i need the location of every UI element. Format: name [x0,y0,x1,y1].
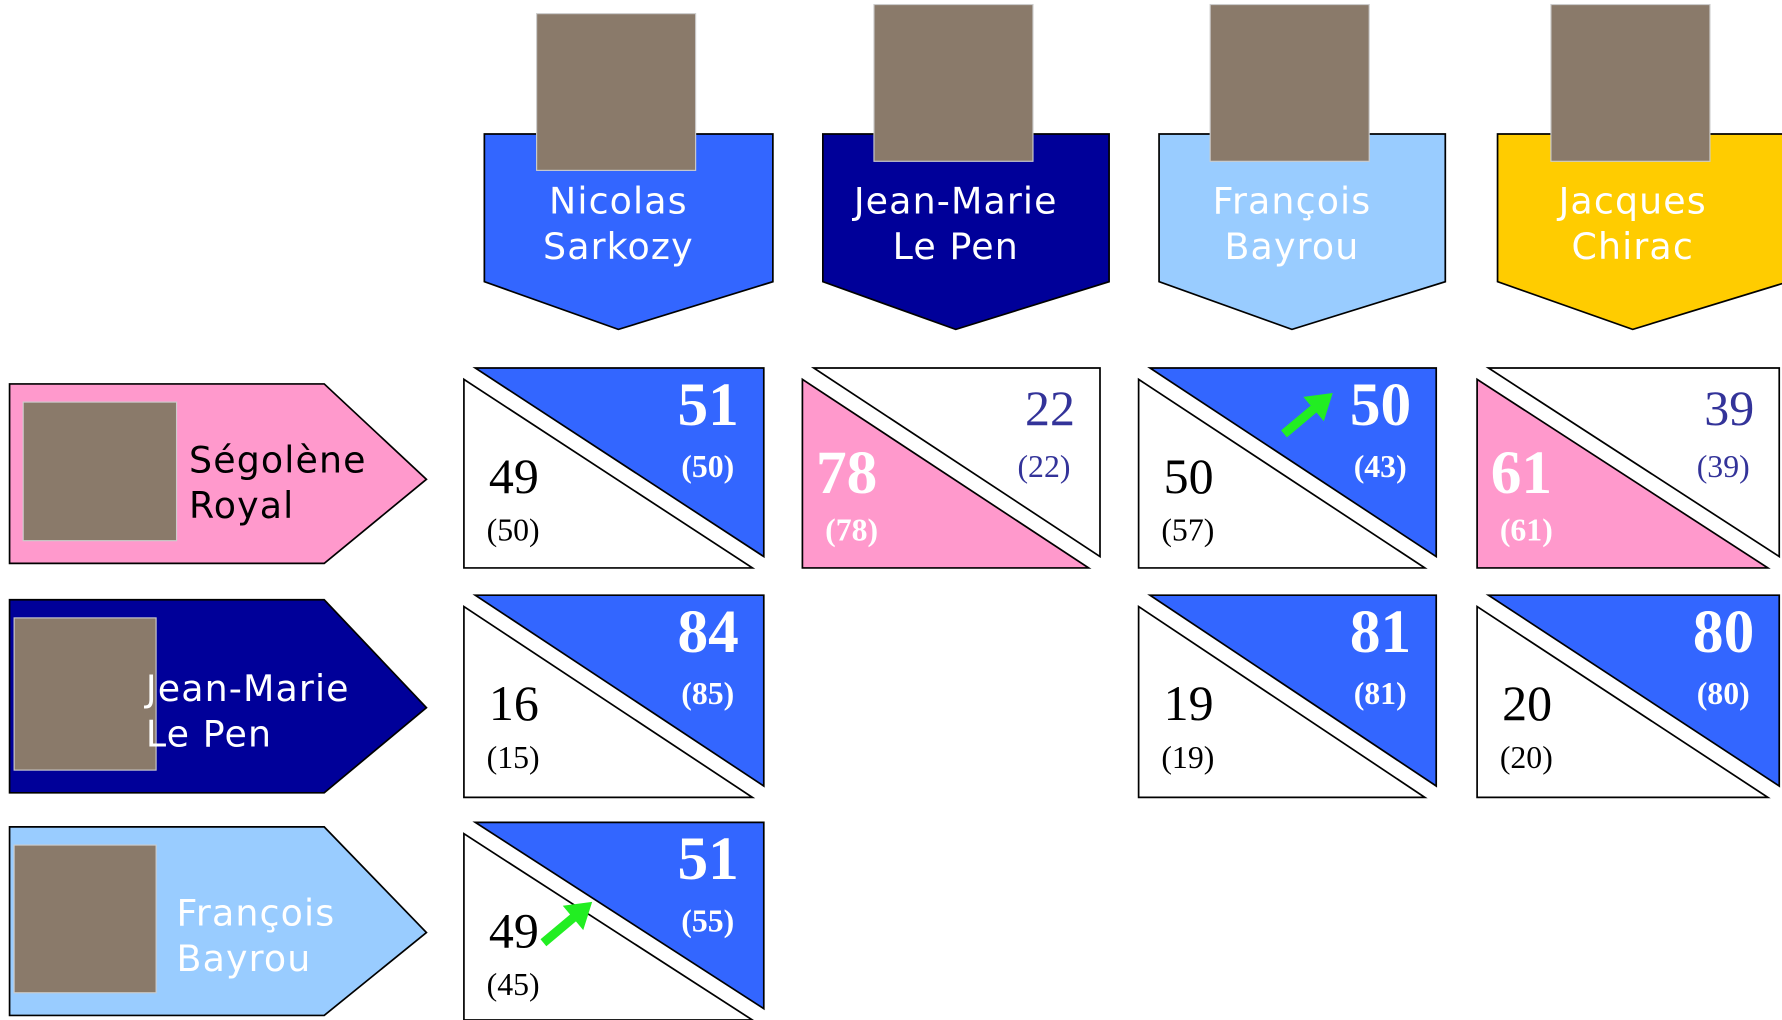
winner-value: 84 [677,598,738,666]
photo [14,845,156,993]
winner-value: 39 [1704,380,1754,436]
winner-value: 80 [1693,598,1754,666]
row-name: Ségolène [189,439,367,482]
column-name: François [1213,180,1372,223]
previous-value: (19) [1161,740,1214,775]
other-value: 78 [816,439,877,507]
column-name: Jacques [1557,180,1707,223]
winner-value: 22 [1025,380,1075,436]
previous-value: (85) [681,676,734,711]
photo [874,5,1033,162]
column-name: Nicolas [549,180,688,223]
column-name: Chirac [1571,225,1693,268]
other-value: 20 [1502,675,1552,731]
winner-value: 50 [1350,371,1411,439]
photo [14,618,156,770]
other-value: 50 [1164,448,1214,504]
previous-value: (39) [1697,449,1750,484]
previous-value: (20) [1500,740,1553,775]
previous-value: (22) [1017,449,1070,484]
previous-value: (55) [681,903,734,938]
column-name: Sarkozy [543,225,694,268]
previous-value: (80) [1697,676,1750,711]
row-name: Royal [189,484,294,527]
previous-value: (50) [681,449,734,484]
column-name: Bayrou [1225,225,1360,268]
previous-value: (81) [1354,676,1407,711]
column-name: Jean-Marie [852,180,1058,223]
row-name: Jean-Marie [144,667,350,710]
previous-value: (50) [487,513,540,548]
photo [1210,5,1369,162]
other-value: 49 [489,902,539,958]
winner-value: 51 [677,371,738,439]
photo [1551,5,1710,162]
winner-value: 51 [677,825,738,893]
row-name: Le Pen [146,712,272,755]
previous-value: (43) [1354,449,1407,484]
poll-matrix: NicolasSarkozyJean-MarieLe PenFrançoisBa… [0,0,1782,1020]
previous-value: (45) [487,967,540,1002]
photo [537,14,696,171]
row-name: Bayrou [177,937,312,980]
row-name: François [177,892,336,935]
previous-value: (78) [825,513,878,548]
previous-value: (61) [1500,513,1553,548]
winner-value: 81 [1350,598,1411,666]
previous-value: (15) [487,740,540,775]
other-value: 16 [489,675,539,731]
other-value: 19 [1164,675,1214,731]
other-value: 49 [489,448,539,504]
photo [23,402,176,541]
column-name: Le Pen [893,225,1019,268]
previous-value: (57) [1161,513,1214,548]
other-value: 61 [1491,439,1552,507]
